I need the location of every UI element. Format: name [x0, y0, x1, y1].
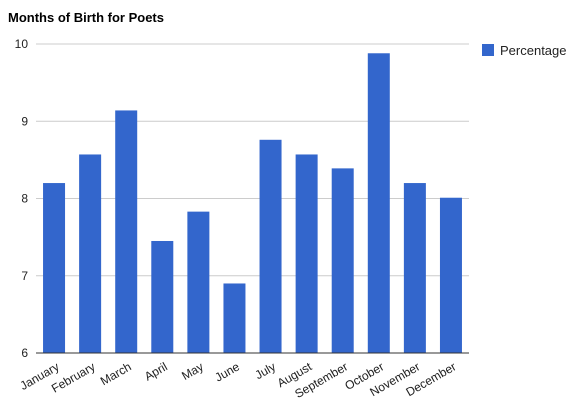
- legend[interactable]: Percentage: [482, 43, 567, 58]
- y-tick-label: 9: [21, 114, 28, 128]
- bar-april[interactable]: [151, 240, 174, 353]
- legend-label: Percentage: [500, 43, 567, 58]
- y-tick-label: 7: [21, 269, 28, 283]
- x-tick-label: April: [142, 359, 170, 383]
- x-tick-label: March: [98, 359, 134, 388]
- grid: [36, 43, 469, 277]
- bars: [43, 53, 462, 354]
- bar-october[interactable]: [367, 53, 390, 354]
- x-tick-label: May: [179, 359, 206, 382]
- bar-september[interactable]: [331, 168, 354, 353]
- bar-january[interactable]: [43, 183, 66, 353]
- x-tick-label: June: [212, 359, 242, 384]
- bar-july[interactable]: [259, 139, 282, 353]
- bar-november[interactable]: [403, 183, 426, 353]
- bar-december[interactable]: [439, 197, 462, 353]
- bar-june[interactable]: [223, 283, 246, 353]
- y-tick-label: 8: [21, 192, 28, 206]
- y-axis-ticks: 6 7 8 9 10: [15, 37, 29, 360]
- legend-swatch-icon: [482, 44, 494, 56]
- bar-february[interactable]: [79, 154, 102, 353]
- chart-title: Months of Birth for Poets: [8, 10, 164, 25]
- bar-august[interactable]: [295, 154, 318, 353]
- bar-may[interactable]: [187, 211, 210, 353]
- bar-march[interactable]: [115, 110, 138, 353]
- y-tick-label: 6: [21, 346, 28, 360]
- y-tick-label: 10: [15, 37, 29, 51]
